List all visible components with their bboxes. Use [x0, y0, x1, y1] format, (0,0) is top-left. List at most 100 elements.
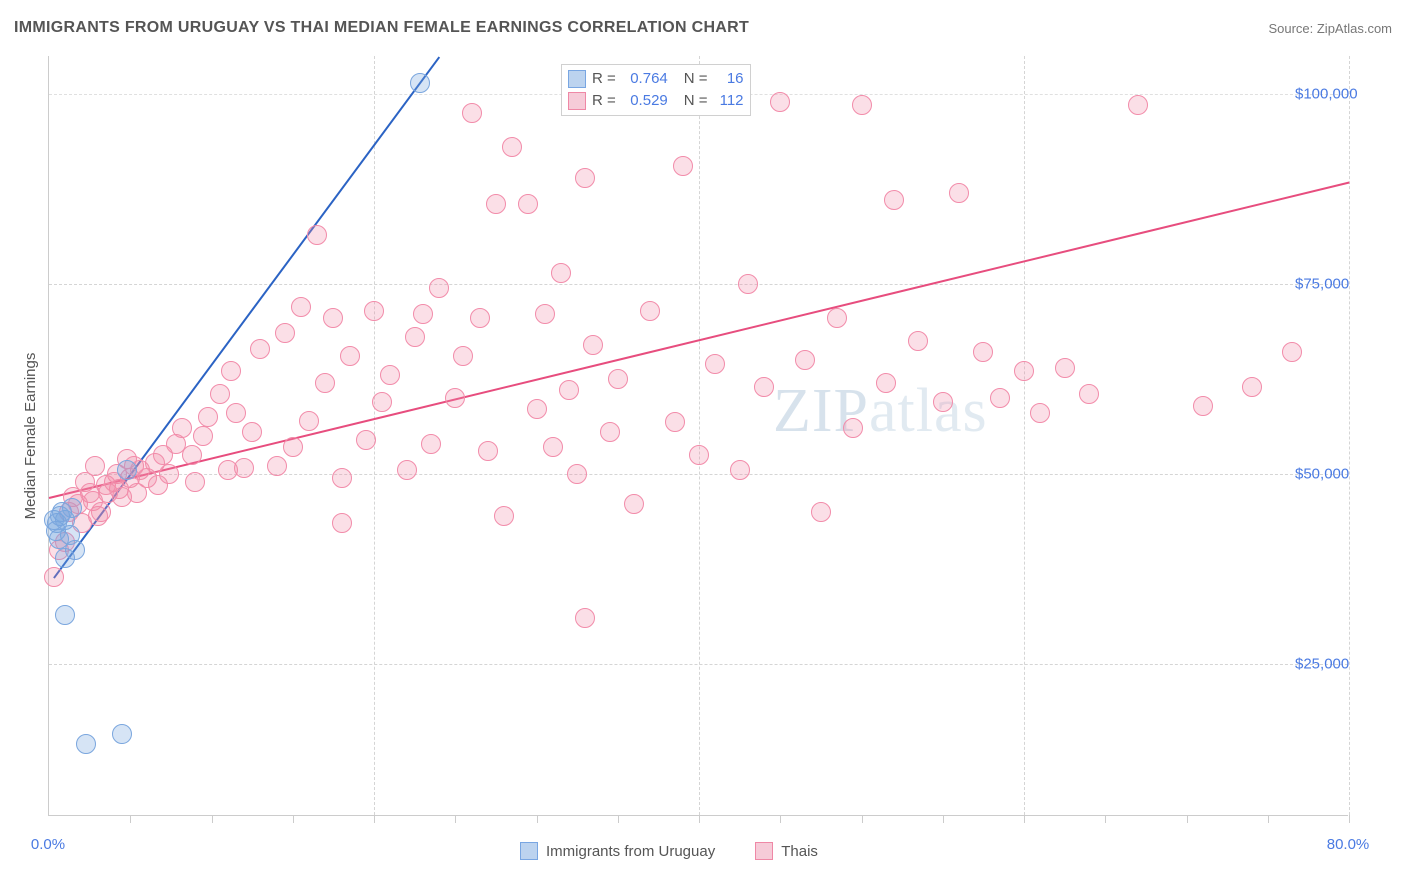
data-point-thais — [332, 468, 352, 488]
x-tick — [699, 815, 700, 823]
data-point-thais — [843, 418, 863, 438]
data-point-thais — [413, 304, 433, 324]
y-tick-label: $75,000 — [1295, 276, 1349, 293]
data-point-thais — [1242, 377, 1262, 397]
x-tick — [1105, 815, 1106, 823]
data-point-thais — [600, 422, 620, 442]
data-point-thais — [234, 458, 254, 478]
data-point-uruguay — [76, 734, 96, 754]
data-point-thais — [738, 274, 758, 294]
data-point-thais — [470, 308, 490, 328]
data-point-uruguay — [117, 460, 137, 480]
data-point-thais — [340, 346, 360, 366]
legend-n-value: 16 — [714, 68, 744, 90]
data-point-thais — [1128, 95, 1148, 115]
data-point-thais — [221, 361, 241, 381]
x-tick — [374, 815, 375, 823]
series-label: Thais — [781, 843, 818, 860]
data-point-thais — [85, 456, 105, 476]
data-point-thais — [535, 304, 555, 324]
legend-r-value: 0.764 — [622, 68, 668, 90]
data-point-thais — [198, 407, 218, 427]
data-point-thais — [754, 377, 774, 397]
chart-source: Source: ZipAtlas.com — [1268, 21, 1392, 36]
data-point-thais — [1079, 384, 1099, 404]
data-point-thais — [559, 380, 579, 400]
data-point-thais — [380, 365, 400, 385]
data-point-thais — [949, 183, 969, 203]
data-point-thais — [876, 373, 896, 393]
x-tick — [862, 815, 863, 823]
data-point-thais — [315, 373, 335, 393]
data-point-uruguay — [410, 73, 430, 93]
series-swatch-thais — [755, 842, 773, 860]
data-point-thais — [44, 567, 64, 587]
legend-row-uruguay: R =0.764N =16 — [568, 68, 744, 90]
data-point-thais — [364, 301, 384, 321]
x-tick — [1024, 815, 1025, 823]
data-point-thais — [267, 456, 287, 476]
data-point-thais — [689, 445, 709, 465]
data-point-thais — [852, 95, 872, 115]
y-tick-label: $50,000 — [1295, 466, 1349, 483]
x-tick — [212, 815, 213, 823]
data-point-thais — [973, 342, 993, 362]
data-point-thais — [567, 464, 587, 484]
data-point-uruguay — [65, 540, 85, 560]
x-tick — [130, 815, 131, 823]
data-point-thais — [210, 384, 230, 404]
legend-r-label: R = — [592, 68, 616, 90]
x-label-max: 80.0% — [1327, 836, 1370, 853]
data-point-thais — [1282, 342, 1302, 362]
data-point-thais — [159, 464, 179, 484]
x-tick — [618, 815, 619, 823]
data-point-thais — [583, 335, 603, 355]
x-tick — [1187, 815, 1188, 823]
series-legend: Immigrants from UruguayThais — [520, 842, 818, 860]
data-point-thais — [502, 137, 522, 157]
data-point-thais — [1055, 358, 1075, 378]
x-tick — [293, 815, 294, 823]
gridline-vertical — [1349, 56, 1350, 815]
series-swatch-uruguay — [520, 842, 538, 860]
data-point-thais — [250, 339, 270, 359]
x-label-min: 0.0% — [31, 836, 65, 853]
legend-row-thais: R =0.529N =112 — [568, 90, 744, 112]
data-point-thais — [705, 354, 725, 374]
data-point-thais — [1014, 361, 1034, 381]
data-point-thais — [323, 308, 343, 328]
x-tick — [780, 815, 781, 823]
y-axis-title: Median Female Earnings — [22, 353, 39, 520]
data-point-thais — [421, 434, 441, 454]
x-tick — [943, 815, 944, 823]
data-point-thais — [1193, 396, 1213, 416]
data-point-thais — [624, 494, 644, 514]
data-point-uruguay — [55, 605, 75, 625]
data-point-thais — [908, 331, 928, 351]
data-point-thais — [91, 502, 111, 522]
data-point-thais — [551, 263, 571, 283]
y-tick-label: $25,000 — [1295, 656, 1349, 673]
data-point-thais — [185, 472, 205, 492]
data-point-thais — [283, 437, 303, 457]
data-point-thais — [182, 445, 202, 465]
data-point-thais — [397, 460, 417, 480]
data-point-thais — [543, 437, 563, 457]
scatter-plot-area: ZIPatlas $25,000$50,000$75,000$100,000 — [48, 56, 1348, 816]
data-point-thais — [429, 278, 449, 298]
x-tick — [1268, 815, 1269, 823]
data-point-thais — [275, 323, 295, 343]
data-point-thais — [730, 460, 750, 480]
data-point-thais — [453, 346, 473, 366]
data-point-thais — [299, 411, 319, 431]
data-point-thais — [1030, 403, 1050, 423]
data-point-thais — [478, 441, 498, 461]
data-point-thais — [172, 418, 192, 438]
chart-title: IMMIGRANTS FROM URUGUAY VS THAI MEDIAN F… — [14, 19, 749, 37]
data-point-thais — [527, 399, 547, 419]
series-legend-item-thais: Thais — [755, 842, 818, 860]
data-point-thais — [990, 388, 1010, 408]
legend-n-value: 112 — [714, 90, 744, 112]
legend-r-label: R = — [592, 90, 616, 112]
data-point-thais — [884, 190, 904, 210]
